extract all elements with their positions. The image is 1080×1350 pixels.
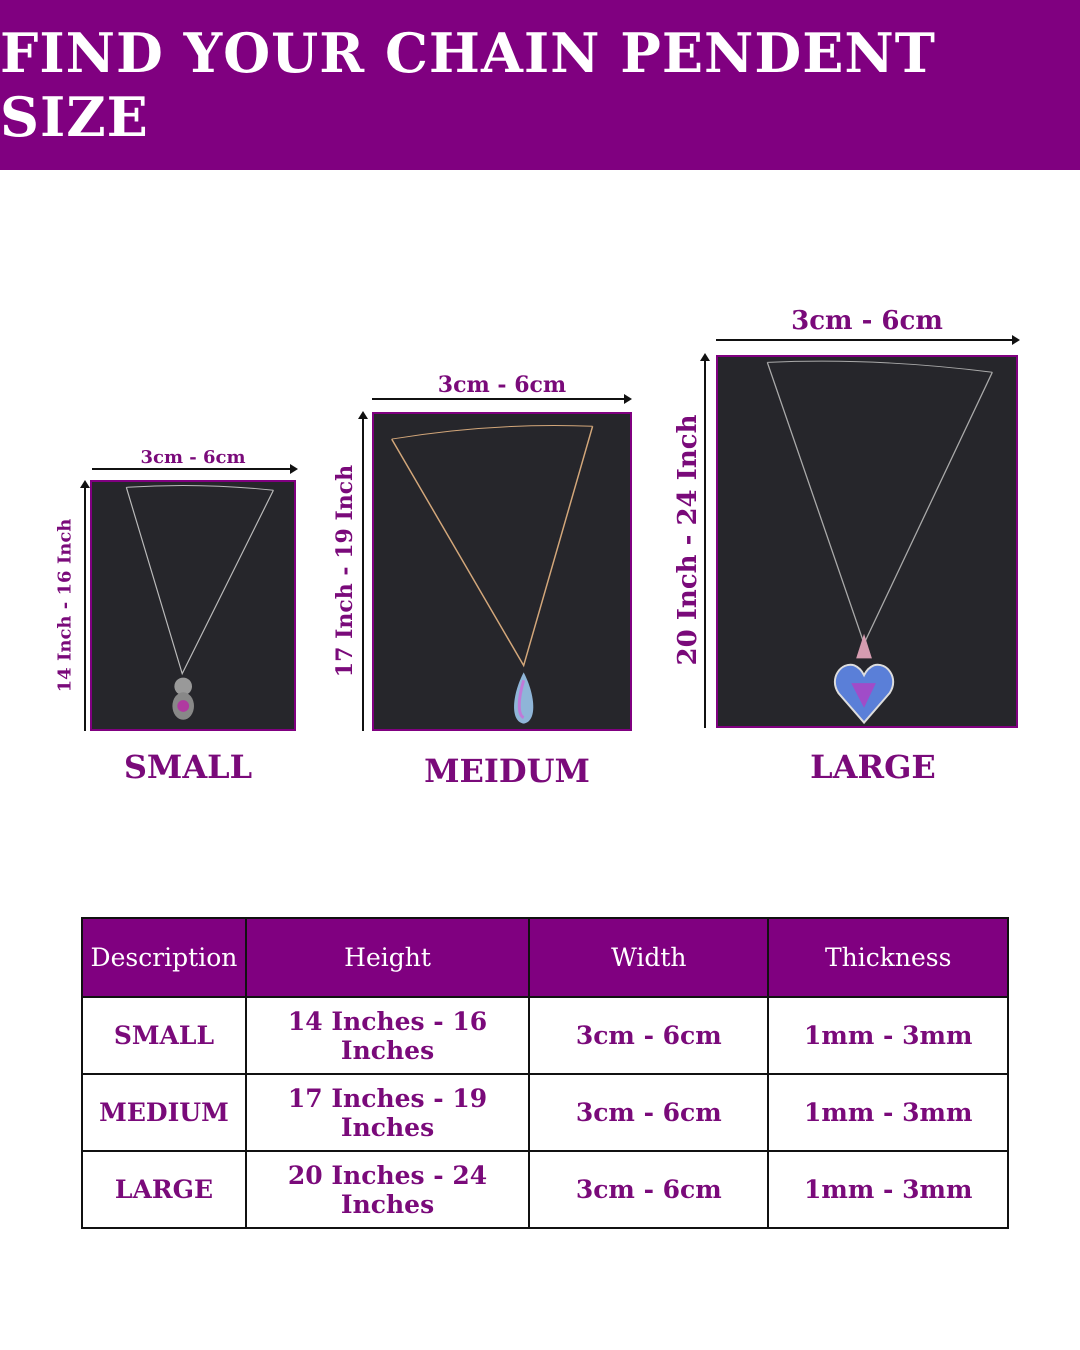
table-row: MEDIUM 17 Inches - 19 Inches 3cm - 6cm 1… xyxy=(81,1073,1009,1152)
cell-width: 3cm - 6cm xyxy=(528,1073,770,1152)
table-row: SMALL 14 Inches - 16 Inches 3cm - 6cm 1m… xyxy=(81,996,1009,1075)
small-necklace-photo xyxy=(90,480,296,731)
header-thickness: Thickness xyxy=(767,917,1009,998)
large-width-label: 3cm - 6cm xyxy=(791,306,943,336)
header-width: Width xyxy=(528,917,770,998)
small-length-arrow xyxy=(80,480,90,731)
cell-height: 17 Inches - 19 Inches xyxy=(244,1073,531,1152)
cell-height: 20 Inches - 24 Inches xyxy=(244,1150,531,1229)
teddy-pendant xyxy=(172,677,194,720)
small-size-label: SMALL xyxy=(123,748,253,786)
small-width-arrow xyxy=(92,464,298,474)
cell-thickness: 1mm - 3mm xyxy=(767,1073,1009,1152)
large-length-label: 20 Inch - 24 Inch xyxy=(673,414,703,666)
cell-description: LARGE xyxy=(81,1150,247,1229)
large-necklace-photo xyxy=(716,355,1018,728)
size-table: Description Height Width Thickness SMALL… xyxy=(81,917,1009,1229)
table-row: LARGE 20 Inches - 24 Inches 3cm - 6cm 1m… xyxy=(81,1150,1009,1229)
page-title: FIND YOUR CHAIN PENDENT SIZE xyxy=(0,21,936,149)
heart-pendant xyxy=(833,633,895,725)
medium-necklace-photo xyxy=(372,412,632,731)
medium-width-label: 3cm - 6cm xyxy=(437,372,567,398)
small-length-label: 14 Inch - 16 Inch xyxy=(54,518,76,693)
teardrop-pendant xyxy=(514,672,534,724)
medium-width-arrow xyxy=(372,394,632,404)
small-width-label: 3cm - 6cm xyxy=(140,447,246,468)
header-banner: FIND YOUR CHAIN PENDENT SIZE xyxy=(0,0,1080,170)
cell-description: SMALL xyxy=(81,996,247,1075)
medium-size-label: MEIDUM xyxy=(424,752,590,790)
large-width-arrow xyxy=(716,335,1020,345)
cell-width: 3cm - 6cm xyxy=(528,996,770,1075)
table-header-row: Description Height Width Thickness xyxy=(81,917,1009,998)
cell-width: 3cm - 6cm xyxy=(528,1150,770,1229)
header-height: Height xyxy=(244,917,531,998)
large-length-arrow xyxy=(700,353,710,728)
cell-thickness: 1mm - 3mm xyxy=(767,996,1009,1075)
cell-thickness: 1mm - 3mm xyxy=(767,1150,1009,1229)
header-description: Description xyxy=(81,917,247,998)
medium-length-arrow xyxy=(358,411,368,731)
medium-length-label: 17 Inch - 19 Inch xyxy=(332,464,358,678)
large-size-label: LARGE xyxy=(810,748,936,786)
cell-height: 14 Inches - 16 Inches xyxy=(244,996,531,1075)
cell-description: MEDIUM xyxy=(81,1073,247,1152)
